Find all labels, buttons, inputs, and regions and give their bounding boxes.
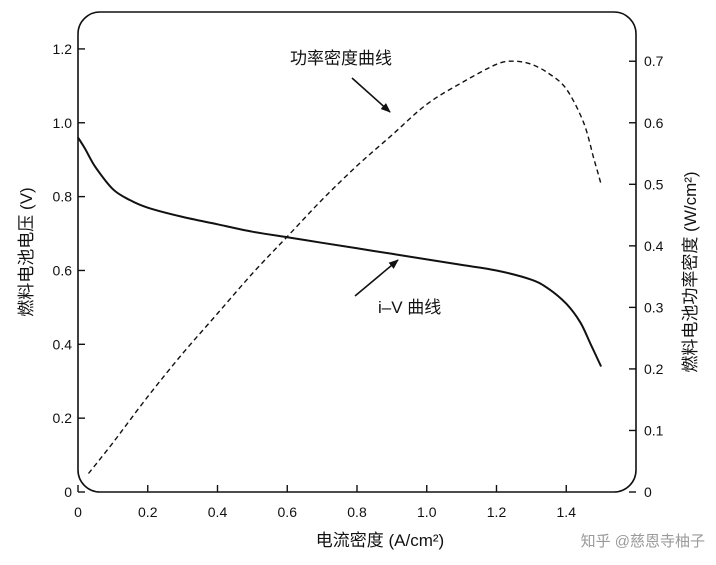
iv-curve-label: i–V 曲线	[378, 298, 441, 317]
y-axis-right-title: 燃料电池功率密度 (W/cm²)	[681, 171, 700, 372]
x-axis-title: 电流密度 (A/cm²)	[316, 531, 444, 550]
y-right-tick-label: 0.3	[644, 299, 664, 315]
power-curve-arrow	[352, 78, 390, 112]
y-left-tick-label: 0	[64, 484, 72, 500]
power-curve-label: 功率密度曲线	[290, 49, 392, 68]
power-density-curve	[89, 61, 602, 473]
iv-curve-arrow	[355, 260, 398, 296]
y-right-tick-label: 0	[644, 484, 652, 500]
x-tick-label: 0.2	[138, 504, 158, 520]
y-left-tick-label: 0.2	[53, 410, 73, 426]
watermark: 知乎 @慈恩寺柚子	[581, 533, 705, 550]
y-right-tick-label: 0.4	[644, 238, 664, 254]
y-left-tick-label: 0.8	[53, 189, 73, 205]
x-axis-ticks: 0 0.2 0.4 0.6 0.8 1.0 1.2 1.4	[74, 485, 576, 520]
y-axis-right-ticks: 0 0.1 0.2 0.3 0.4 0.5 0.6 0.7	[629, 53, 664, 500]
y-right-tick-label: 0.2	[644, 361, 664, 377]
y-right-tick-label: 0.7	[644, 53, 664, 69]
x-tick-label: 1.0	[417, 504, 437, 520]
x-tick-label: 0	[74, 504, 82, 520]
y-axis-left-title: 燃料电池电压 (V)	[17, 187, 36, 316]
y-left-tick-label: 0.6	[53, 262, 73, 278]
y-axis-left-ticks: 0 0.2 0.4 0.6 0.8 1.0 1.2	[53, 41, 85, 500]
y-right-tick-label: 0.5	[644, 176, 664, 192]
y-left-tick-label: 1.0	[53, 115, 73, 131]
plot-frame	[78, 12, 636, 492]
series-layer	[78, 61, 601, 474]
x-tick-label: 1.2	[487, 504, 507, 520]
x-tick-label: 1.4	[557, 504, 577, 520]
iv-curve	[78, 138, 601, 367]
y-right-tick-label: 0.6	[644, 115, 664, 131]
y-left-tick-label: 1.2	[53, 41, 73, 57]
x-tick-label: 0.8	[347, 504, 367, 520]
y-left-tick-label: 0.4	[53, 336, 73, 352]
x-tick-label: 0.6	[278, 504, 298, 520]
y-right-tick-label: 0.1	[644, 422, 664, 438]
x-tick-label: 0.4	[208, 504, 228, 520]
